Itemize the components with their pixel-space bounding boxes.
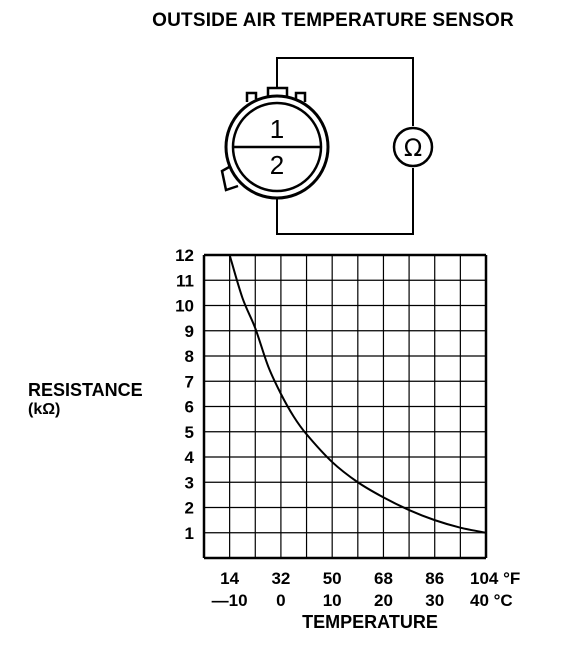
terminal-1-label: 1 bbox=[270, 114, 284, 144]
y-tick-label: 2 bbox=[185, 499, 194, 518]
chart-grid bbox=[202, 253, 488, 560]
ohm-icon: Ω bbox=[404, 134, 422, 162]
y-tick-label: 10 bbox=[175, 297, 194, 316]
x-tick-label-fahrenheit: 68 bbox=[374, 569, 393, 588]
y-tick-label: 12 bbox=[175, 246, 194, 265]
x-tick-label-fahrenheit: 14 bbox=[220, 569, 239, 588]
y-tick-label: 9 bbox=[185, 322, 194, 341]
x-tick-label-fahrenheit: 50 bbox=[323, 569, 342, 588]
ohmmeter-symbol bbox=[392, 126, 434, 168]
y-tick-label: 3 bbox=[185, 473, 194, 492]
terminal-2-label: 2 bbox=[270, 150, 284, 180]
y-tick-label: 8 bbox=[185, 347, 194, 366]
chart-x-ticks: 14 32 50 68 86 104 °F —10 0 10 20 30 40 °C bbox=[212, 569, 521, 610]
y-axis-title: RESISTANCE (kΩ) bbox=[28, 380, 143, 420]
x-tick-label-celsius: 30 bbox=[425, 591, 444, 610]
y-axis-unit: (kΩ) bbox=[28, 401, 61, 418]
x-tick-label-fahrenheit: 86 bbox=[425, 569, 444, 588]
y-tick-label: 11 bbox=[176, 271, 194, 290]
x-tick-label-celsius: —10 bbox=[212, 591, 248, 610]
resistance-curve bbox=[228, 254, 487, 534]
y-tick-label: 1 bbox=[185, 524, 194, 543]
x-tick-label-celsius: 20 bbox=[374, 591, 393, 610]
x-tick-label-celsius: 0 bbox=[276, 591, 285, 610]
x-tick-label-celsius: 40 °C bbox=[470, 591, 513, 610]
x-tick-label-fahrenheit: 32 bbox=[271, 569, 290, 588]
x-tick-label-fahrenheit: 104 °F bbox=[470, 569, 520, 588]
y-tick-label: 6 bbox=[185, 398, 194, 417]
x-tick-label-celsius: 10 bbox=[323, 591, 342, 610]
y-axis-label: RESISTANCE bbox=[28, 380, 143, 400]
y-tick-label: 7 bbox=[185, 372, 194, 391]
y-tick-label: 4 bbox=[185, 448, 195, 467]
x-axis-title: TEMPERATURE bbox=[302, 612, 438, 632]
meter-wiring bbox=[276, 57, 414, 235]
y-tick-label: 5 bbox=[185, 423, 194, 442]
diagram-title: OUTSIDE AIR TEMPERATURE SENSOR bbox=[152, 10, 514, 31]
